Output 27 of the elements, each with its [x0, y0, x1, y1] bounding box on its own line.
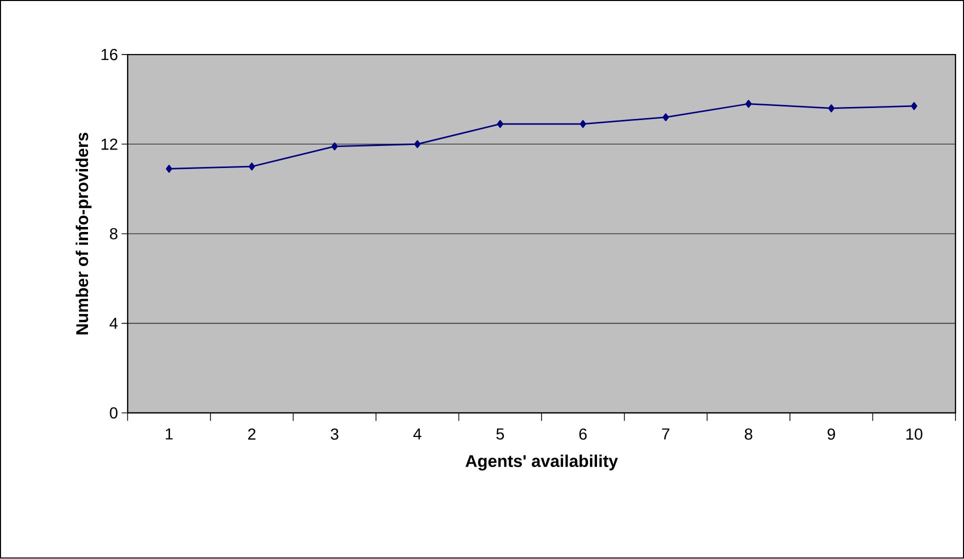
x-tick-label: 1	[166, 428, 173, 440]
x-axis-title: Agents' availability	[466, 454, 618, 471]
point	[414, 140, 421, 148]
point	[497, 120, 504, 128]
point	[745, 100, 752, 108]
point	[248, 162, 255, 171]
x-tick-label: 7	[662, 428, 670, 440]
x-tick-label: 10	[906, 428, 922, 440]
x-tick-label: 3	[330, 428, 338, 440]
x-tick-label: 6	[579, 428, 587, 440]
point	[662, 114, 669, 122]
point	[828, 104, 834, 112]
point	[910, 102, 918, 110]
x-tick-label: 9	[828, 428, 835, 440]
y-tick-label: 0	[110, 407, 118, 419]
x-tick-label: 2	[248, 428, 256, 440]
y-tick-label: 8	[110, 228, 118, 240]
point	[166, 165, 172, 173]
y-tick-label: 16	[102, 49, 118, 60]
x-tick-label: 4	[413, 428, 422, 440]
x-tick-label: 5	[496, 428, 504, 440]
y-axis-title: Number of info-providers	[76, 132, 92, 335]
y-tick-label: 12	[102, 138, 118, 150]
x-tick-label: 8	[744, 428, 752, 440]
y-tick-label: 4	[110, 318, 118, 330]
point	[331, 142, 338, 151]
point	[580, 120, 586, 128]
